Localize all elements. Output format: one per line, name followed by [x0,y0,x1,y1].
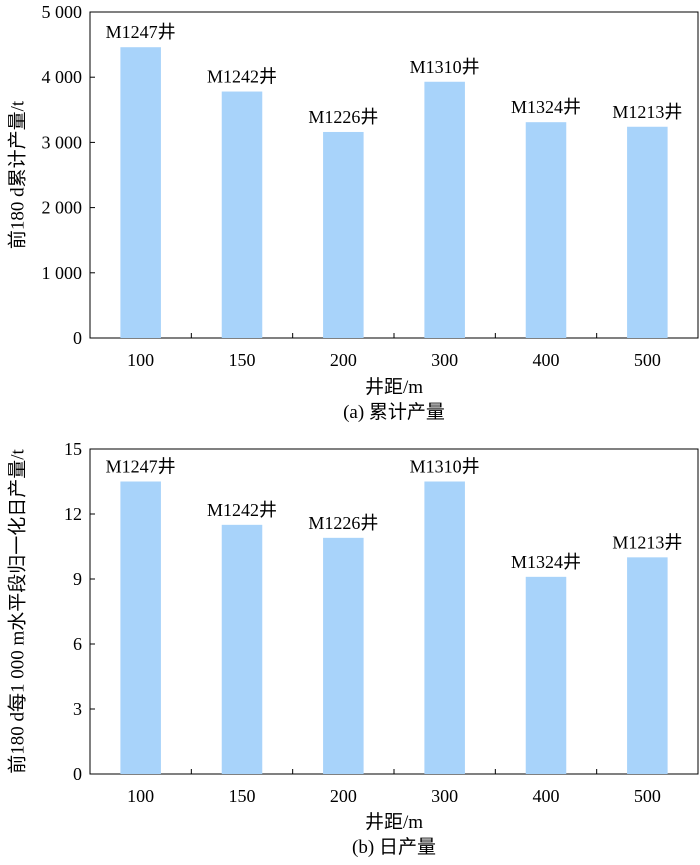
x-tick-label: 400 [533,350,560,370]
bar-data-label: M1324井 [511,552,581,572]
bar-data-label: M1324井 [511,97,581,117]
x-tick-label: 400 [533,786,560,806]
bar-150 [221,91,263,338]
bar-150 [221,524,263,774]
y-tick-label: 3 000 [42,132,83,152]
panel-b-plot-frame [89,448,699,775]
panel-b-daily-production: 前180 d每1 000 m水平段归一化日产量/t 井距/m (b) 日产量 0… [7,439,699,858]
x-tick-label: 200 [330,350,357,370]
panel-a-y-axis-title: 前180 d累计产量/t [7,100,29,249]
x-tick-label: 300 [431,350,458,370]
y-tick-label: 12 [64,504,82,524]
y-tick-label: 2 000 [42,198,83,218]
bar-300 [424,481,465,774]
bar-200 [323,131,364,338]
x-tick-label: 200 [330,786,357,806]
y-tick-label: 3 [73,699,82,719]
x-tick-label: 150 [229,350,256,370]
y-tick-label: 0 [73,764,82,784]
y-tick-label: 9 [73,569,82,589]
bar-400 [525,122,567,338]
bar-400 [525,576,567,774]
panel-b-x-axis-title: 井距/m [365,811,423,833]
x-tick-label: 100 [127,786,154,806]
x-tick-label: 500 [634,786,661,806]
bar-data-label: M1242井 [207,67,277,87]
bar-data-label: M1310井 [410,457,480,477]
y-tick-label: 4 000 [42,67,83,87]
panel-b-caption: (b) 日产量 [352,836,436,858]
panel-a-x-axis-title: 井距/m [365,376,423,398]
bar-100 [120,47,161,338]
bar-100 [120,481,161,774]
x-tick-label: 300 [431,786,458,806]
bar-200 [323,537,364,774]
bar-data-label: M1213井 [612,102,682,122]
panel-a-cumulative-production: 前180 d累计产量/t 井距/m (a) 累计产量 0 1 000 2 000 3 … [7,2,699,423]
bar-data-label: M1213井 [612,532,682,552]
y-tick-label: 5 000 [42,2,83,22]
y-tick-label: 0 [73,328,82,348]
bar-data-label: M1226井 [308,107,378,127]
y-tick-label: 15 [64,439,82,459]
bar-data-label: M1242井 [207,500,277,520]
panel-a-caption: (a) 累计产量 [343,401,445,423]
panel-b-y-axis-title: 前180 d每1 000 m水平段归一化日产量/t [7,448,29,773]
bar-500 [627,557,668,774]
bar-300 [424,81,465,338]
bar-data-label: M1226井 [308,513,378,533]
x-tick-label: 150 [229,786,256,806]
bar-data-label: M1247井 [106,457,176,477]
bar-data-label: M1310井 [410,57,480,77]
bar-500 [627,126,668,338]
bar-data-label: M1247井 [106,22,176,42]
y-tick-label: 6 [73,634,82,654]
x-tick-label: 100 [127,350,154,370]
y-tick-label: 1 000 [42,263,83,283]
x-tick-label: 500 [634,350,661,370]
panel-a-plot-frame [89,11,699,339]
